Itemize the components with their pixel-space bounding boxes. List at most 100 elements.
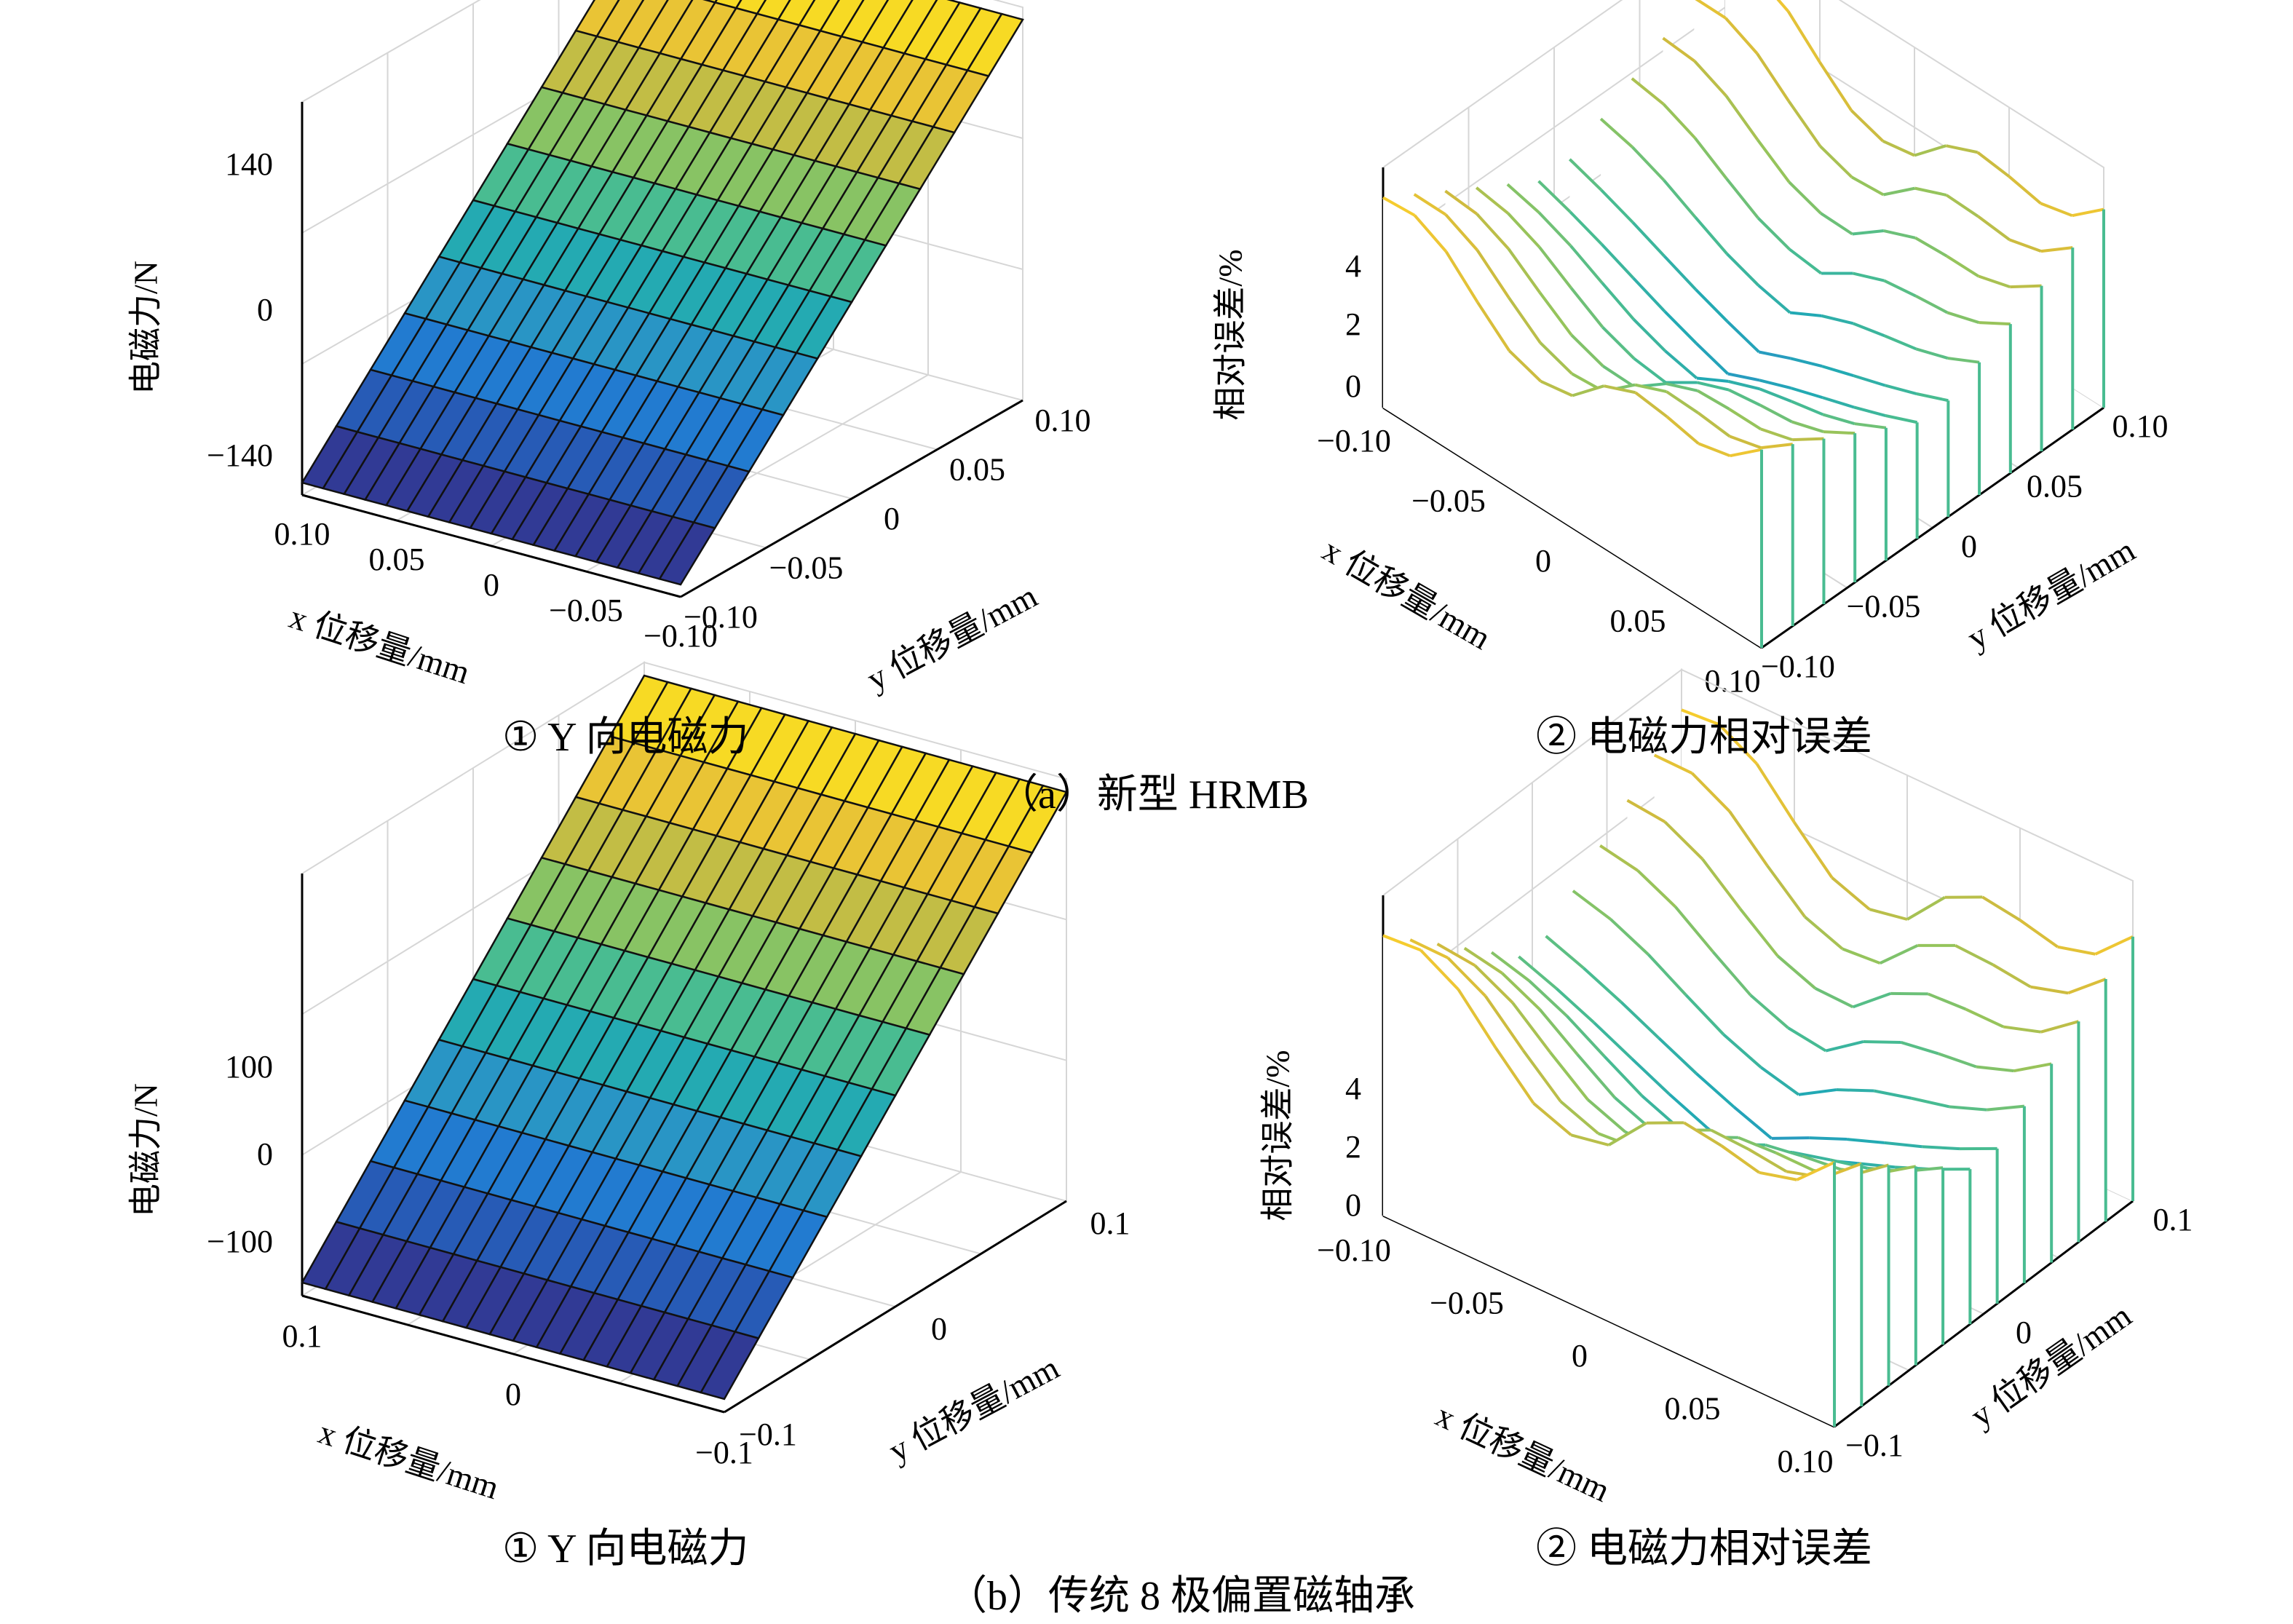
waterfall-line [1570,333,1604,368]
waterfall-line [1883,229,1916,239]
waterfall-line [1738,1136,1777,1154]
waterfall-line [1632,318,1666,352]
waterfall-line [2030,985,2069,995]
waterfall-fill [1383,935,1834,1427]
waterfall-line [1436,943,1476,967]
waterfall-line [1914,186,1947,197]
waterfall-line [1572,890,1612,921]
waterfall-line [1761,443,1793,450]
x-tick-label: −0.10 [1317,1232,1391,1268]
waterfall-line [1602,365,1636,389]
waterfall-line [1884,334,1917,351]
x-tick-label: −0.10 [643,618,718,654]
waterfall-line [1853,374,1886,387]
waterfall-line [1760,1066,1800,1096]
waterfall-line [1791,420,1824,433]
waterfall-line [1718,723,1758,765]
waterfall-line [1831,876,1871,911]
waterfall-line [1582,967,1623,1004]
waterfall-line [1570,1133,1609,1146]
waterfall-line [1601,326,1636,360]
waterfall-line [1852,229,1885,236]
waterfall-line [1545,935,1585,970]
waterfall-line [1696,376,1729,383]
waterfall-line [1729,435,1762,450]
caption-b-sub1: ① Y 向电磁力 [502,1526,749,1572]
waterfall-line [1636,869,1676,908]
x-tick-label: 0 [505,1377,521,1412]
y-tick-label: 0 [1961,528,1977,564]
waterfall-line [1666,390,1699,414]
waterfall-line [1674,906,1714,953]
waterfall-line [1755,763,1796,824]
waterfall-line [1576,1053,1616,1099]
waterfall-line [1914,237,1948,258]
waterfall-line [1911,1096,1950,1109]
waterfall-line [1538,1008,1579,1055]
waterfall-line [1565,1015,1606,1058]
waterfall-line [1476,249,1510,298]
waterfall-line [1850,109,1885,143]
waterfall-line [1793,821,1834,879]
waterfall-line [1632,277,1666,313]
z-tick-label: 100 [225,1049,273,1085]
waterfall-line [1518,955,1558,990]
waterfall-line [1695,1072,1735,1109]
y-tick-label: −0.1 [1845,1427,1904,1463]
caption-a-sub1: ① Y 向电磁力 [502,715,749,760]
waterfall-line [1873,1089,1912,1100]
waterfall-line [1444,189,1478,215]
waterfall-line [2057,945,2096,956]
waterfall-line [2010,284,2042,289]
surface-cell [658,521,716,586]
y-axis-line [680,399,1023,598]
waterfall-line [1694,216,1728,255]
waterfall-line [1732,1106,1773,1140]
waterfall-line [1532,1102,1572,1136]
waterfall-line [1790,357,1823,368]
x-tick-label: 0 [483,567,499,603]
z-tick-label: 0 [257,292,273,328]
waterfall-line [1760,427,1793,442]
waterfall-line [1759,1171,1797,1181]
waterfall-line [1603,1055,1644,1097]
x-tick-label: −0.10 [1317,423,1391,459]
x-tick-label: 0.05 [369,542,425,577]
waterfall-line [1475,186,1509,215]
waterfall-line [1695,342,1730,375]
y-axis-label: y 位移量/mm [1963,1296,2138,1434]
waterfall-line [1791,400,1824,416]
z-axis-label: 相对误差/% [1259,1050,1296,1221]
y-tick-label: 0.1 [2153,1202,2193,1237]
waterfall-line [1776,0,1790,12]
z-tick-label: 4 [1345,248,1361,284]
waterfall-line [1599,844,1639,872]
x-axis-line [301,494,681,598]
waterfall-line [1572,384,1604,397]
waterfall-line [1842,947,1881,965]
waterfall-line [1683,1121,1723,1147]
waterfall-line [1631,77,1665,106]
waterfall-line [1869,908,1908,921]
z-tick-label: 140 [225,146,273,182]
waterfall-line [1507,212,1541,248]
z-tick-label: 0 [1345,1187,1361,1223]
waterfall-line [1528,979,1568,1018]
waterfall-line [1882,139,1915,157]
waterfall-line [1382,934,1422,952]
waterfall-line [2003,1025,2042,1034]
waterfall-line [1757,217,1791,250]
waterfall-line [1724,17,1759,55]
waterfall-line [1569,245,1604,284]
waterfall-line [1883,279,1917,298]
waterfall-line [1914,144,1947,157]
waterfall-line [1730,448,1762,458]
waterfall-line [1879,944,1919,965]
waterfall-line [1724,95,1759,141]
y-axis-line [1834,1200,2134,1428]
y-tick-label: −0.10 [684,599,758,635]
waterfall-line [1484,995,1524,1051]
waterfall-line [1987,1104,2025,1112]
x-tick-label: 0 [1535,543,1551,579]
